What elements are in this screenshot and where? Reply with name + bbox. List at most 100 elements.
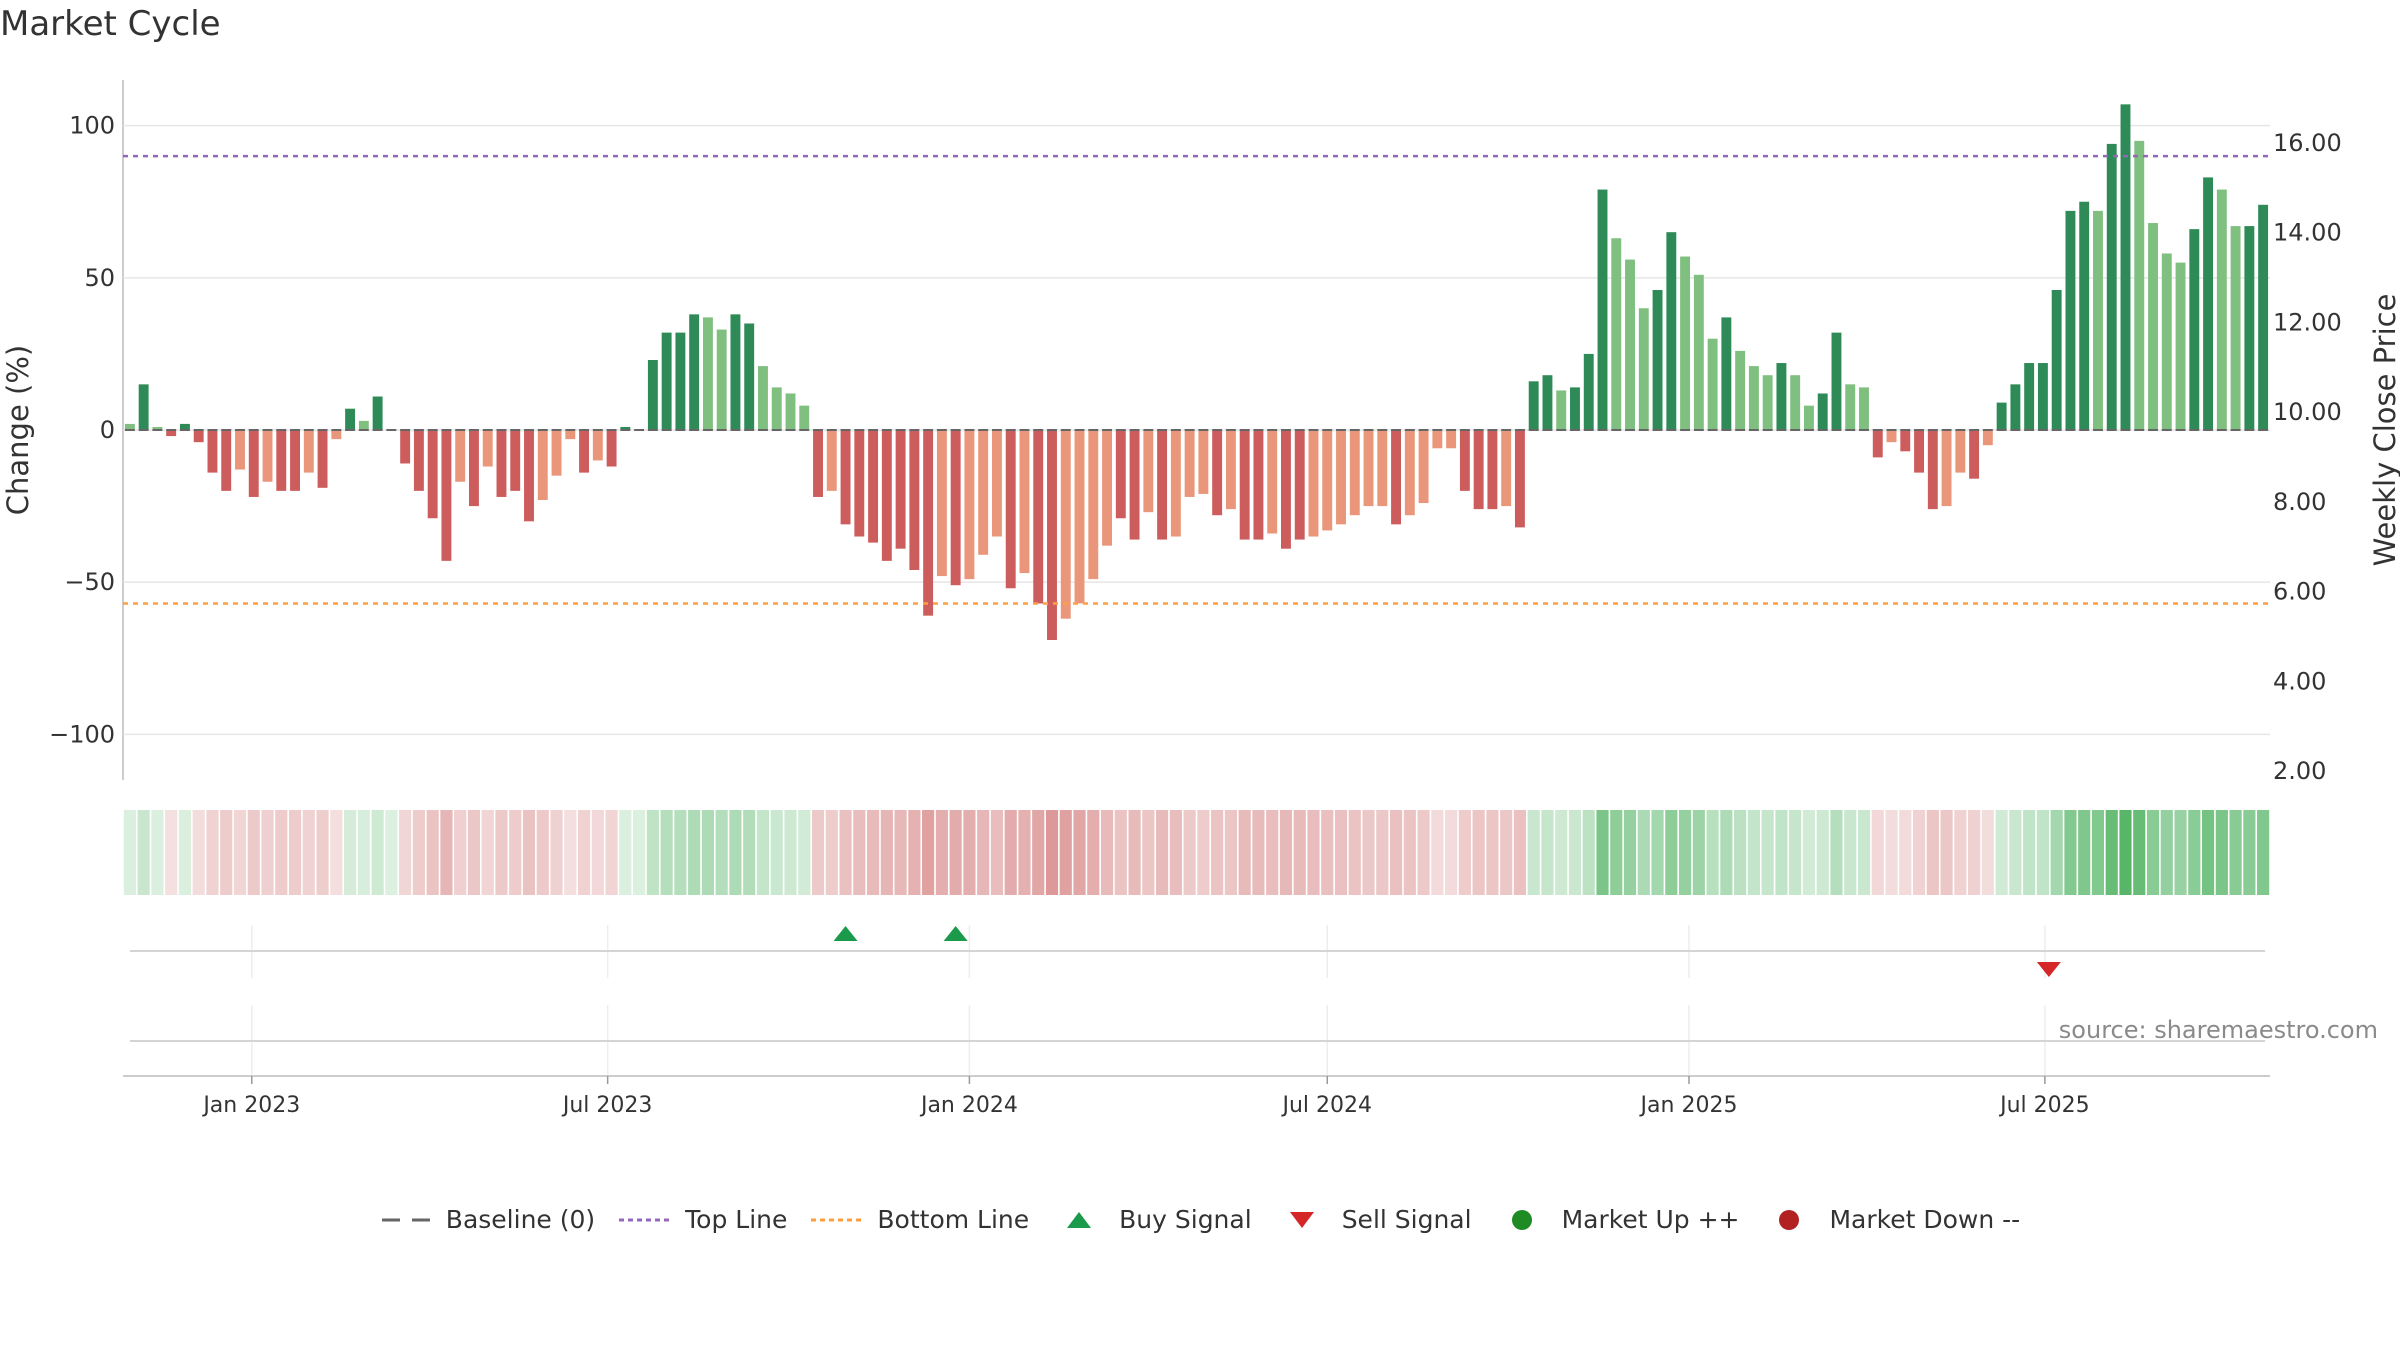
heat-cell	[385, 810, 398, 895]
heat-cell	[302, 810, 315, 895]
y2-tick-label: 12.00	[2273, 308, 2342, 336]
heat-cell	[1912, 810, 1926, 895]
heat-cell	[743, 810, 756, 895]
bar	[1033, 430, 1044, 604]
heat-cell	[2133, 810, 2146, 895]
bar	[592, 430, 603, 461]
bar	[1969, 430, 1980, 479]
heat-cell	[344, 810, 357, 895]
heat-cell	[275, 810, 288, 895]
bar	[1748, 366, 1759, 430]
bar	[1680, 256, 1691, 430]
bar	[207, 430, 218, 473]
bar	[1914, 430, 1925, 473]
heat-cell	[1156, 810, 1169, 895]
heat-cell	[1596, 810, 1609, 895]
bar	[331, 430, 342, 440]
bottom-line-icon	[811, 1208, 864, 1232]
buy-signal-marker	[833, 926, 858, 941]
heat-cell	[1637, 810, 1650, 895]
bar	[579, 430, 590, 473]
bar	[1102, 430, 1112, 546]
heat-cell	[1389, 810, 1403, 895]
buy-triangle-icon	[1053, 1208, 1105, 1232]
bar	[2244, 226, 2255, 430]
bar	[1184, 430, 1195, 497]
bar	[1019, 430, 1030, 574]
heat-cell	[1252, 810, 1265, 895]
heat-cell	[288, 810, 302, 895]
bar	[1597, 189, 1608, 430]
heat-cell	[1142, 810, 1155, 895]
bar	[1459, 430, 1470, 491]
bar	[124, 423, 135, 430]
bar	[1790, 375, 1801, 430]
heat-cell	[233, 810, 247, 895]
bar	[1762, 375, 1773, 430]
heat-cell	[1541, 810, 1554, 895]
signal-panel	[123, 925, 2270, 1077]
heat-cell	[729, 810, 742, 895]
heat-cell	[1087, 810, 1100, 895]
bar	[606, 430, 617, 467]
x-tick-label: Jul 2024	[1280, 1093, 1372, 1118]
y-tick-label: −50	[64, 568, 115, 596]
heat-cell	[1032, 810, 1045, 895]
bar	[881, 430, 892, 561]
bar	[276, 430, 287, 491]
heat-cell	[2078, 810, 2091, 895]
heat-cell	[1568, 810, 1582, 895]
heat-cell	[922, 810, 935, 895]
bar	[1900, 430, 1911, 452]
bar	[1446, 430, 1457, 449]
bar	[2258, 204, 2269, 430]
heat-cell	[1610, 810, 1623, 895]
heat-cell	[784, 810, 797, 895]
heat-cell	[1651, 810, 1664, 895]
heat-cell	[178, 810, 192, 895]
bar	[1693, 274, 1704, 430]
bar	[1404, 430, 1415, 516]
bar	[496, 430, 507, 497]
legend-label: Baseline (0)	[445, 1205, 596, 1234]
bar	[744, 323, 755, 430]
bar	[1253, 430, 1264, 540]
y2-tick-label: 4.00	[2273, 667, 2326, 695]
bar	[1556, 390, 1567, 430]
bar	[1129, 430, 1140, 540]
heat-cell	[316, 810, 329, 895]
heat-cell	[123, 810, 136, 895]
heat-cell	[1555, 810, 1568, 895]
heat-cell	[1775, 810, 1788, 895]
bar	[2230, 226, 2241, 430]
heat-cell	[550, 810, 563, 895]
legend-item: Sell Signal	[1276, 1205, 1472, 1234]
heat-cell	[894, 810, 907, 895]
heat-cell	[137, 810, 150, 895]
heat-cell	[192, 810, 205, 895]
bar	[1432, 430, 1443, 449]
bar	[2010, 384, 2021, 430]
bar	[1047, 430, 1057, 640]
heat-cell	[990, 810, 1004, 895]
heat-cell	[1266, 810, 1279, 895]
heat-cell	[715, 810, 728, 895]
heat-cell	[633, 810, 646, 895]
y-tick-label: −100	[49, 720, 115, 748]
heat-cell	[1018, 810, 1031, 895]
y2-tick-label: 16.00	[2273, 129, 2342, 157]
heat-cell	[2160, 810, 2173, 895]
legend-item: Market Down --	[1763, 1205, 2020, 1234]
heat-cell	[1623, 810, 1637, 895]
heat-cell	[646, 810, 659, 895]
y-axis-ticks: 100 50 0 −50 −100	[49, 112, 115, 749]
bar	[2161, 253, 2172, 430]
heat-cell	[261, 810, 274, 895]
bar	[345, 408, 356, 430]
heat-cell	[977, 810, 990, 895]
heat-cell	[1789, 810, 1802, 895]
bar	[1996, 402, 2007, 430]
x-tick-label: Jan 2024	[919, 1093, 1018, 1118]
heat-cell	[853, 810, 866, 895]
bar	[1267, 430, 1278, 534]
